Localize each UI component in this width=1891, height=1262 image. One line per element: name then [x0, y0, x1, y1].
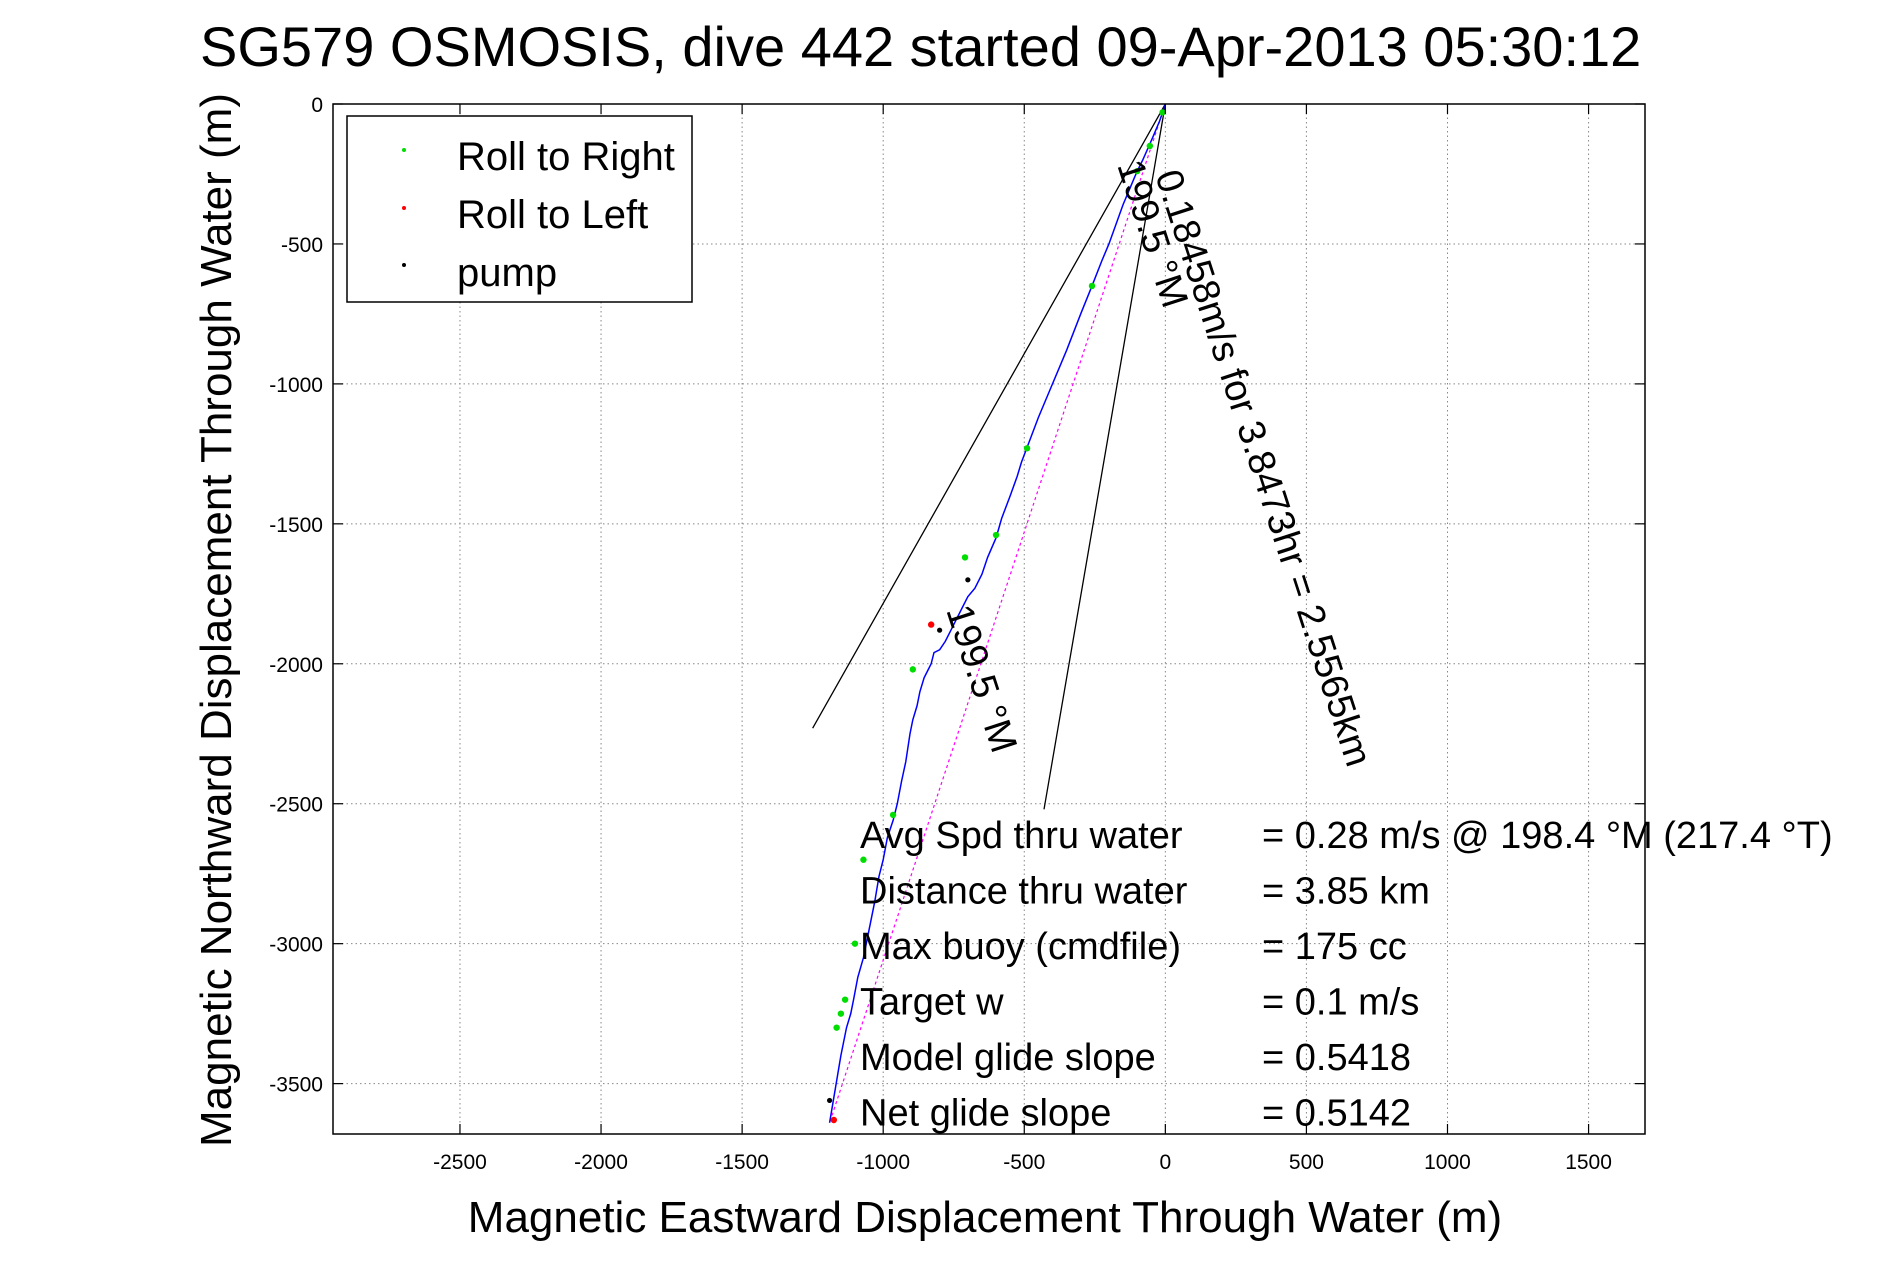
- x-tick-label: 500: [1289, 1151, 1324, 1174]
- y-axis-label-group: Magnetic Northward Displacement Through …: [192, 93, 241, 1147]
- legend-marker-roll-left: [402, 206, 406, 210]
- y-tick-label: -3500: [269, 1074, 323, 1097]
- legend: Roll to Right Roll to Left pump: [346, 115, 693, 303]
- x-tick-label: 0: [1160, 1151, 1172, 1174]
- y-axis-label: Magnetic Northward Displacement Through …: [192, 93, 241, 1147]
- stat-value: = 0.5142: [1262, 1093, 1411, 1135]
- dive-stats: Avg Spd thru water = 0.28 m/s @ 198.4 °M …: [860, 815, 1833, 1135]
- roll-left-point: [927, 621, 935, 628]
- x-tick-label: -2000: [574, 1151, 628, 1174]
- stat-label: Avg Spd thru water: [860, 815, 1183, 857]
- roll-right-point: [909, 666, 917, 673]
- roll-right-point: [889, 811, 897, 819]
- stat-value: = 0.1 m/s: [1262, 982, 1419, 1024]
- marker-layer: [826, 109, 1166, 1124]
- y-tick-label: -500: [281, 234, 323, 257]
- y-tick-label: -3000: [269, 934, 323, 957]
- roll-left-point: [830, 1116, 838, 1124]
- y-tick-label: -2000: [269, 654, 323, 677]
- roll-right-point: [833, 1024, 840, 1031]
- roll-right-point: [961, 554, 969, 561]
- roll-right-point: [837, 1010, 845, 1017]
- stat-value: = 175 cc: [1262, 926, 1407, 968]
- stat-value: = 3.85 km: [1262, 871, 1430, 913]
- y-tick-label: -1000: [269, 374, 323, 397]
- y-tick-label: 0: [311, 94, 323, 117]
- track-line: [828, 103, 1167, 1123]
- pump-point: [937, 627, 943, 633]
- x-tick-label: -1500: [715, 1151, 769, 1174]
- roll-right-point: [1146, 142, 1154, 150]
- chart-title: SG579 OSMOSIS, dive 442 started 09-Apr-2…: [200, 15, 1641, 78]
- pump-point: [826, 1097, 833, 1104]
- roll-right-point: [992, 531, 1000, 539]
- x-tick-label: 1000: [1424, 1151, 1471, 1174]
- stat-label: Net glide slope: [860, 1093, 1111, 1135]
- roll-right-point: [851, 940, 859, 947]
- roll-right-point: [1088, 282, 1096, 290]
- legend-marker-roll-right: [402, 148, 406, 152]
- legend-item-roll-left: Roll to Left: [457, 193, 648, 237]
- heading-annotation-mid-text: 199.5 °M: [937, 600, 1024, 758]
- legend-item-roll-right: Roll to Right: [457, 135, 675, 179]
- axis-ticks: -2500 -2000 -1500 -1000 -500 0 500 1000 1500 0 -50…: [269, 94, 1645, 1174]
- heading-line: [829, 103, 1166, 1123]
- heading-annotation-mid: 199.5 °M: [937, 600, 1024, 758]
- y-tick-label: -1500: [269, 514, 323, 537]
- stat-label: Target w: [860, 982, 1004, 1024]
- series-layer: [828, 103, 1167, 1123]
- roll-right-point: [1133, 167, 1141, 175]
- x-tick-label: -2500: [433, 1151, 487, 1174]
- stat-label: Model glide slope: [860, 1037, 1156, 1079]
- roll-right-point: [1023, 445, 1031, 452]
- x-axis-label: Magnetic Eastward Displacement Through W…: [468, 1193, 1502, 1242]
- x-tick-label: -500: [1003, 1151, 1045, 1174]
- stat-label: Max buoy (cmdfile): [860, 926, 1181, 968]
- y-tick-label: -2500: [269, 794, 323, 817]
- stat-value: = 0.28 m/s @ 198.4 °M (217.4 °T): [1262, 815, 1833, 857]
- roll-right-point: [1159, 109, 1166, 116]
- plot-area-frame: [332, 103, 1646, 1135]
- roll-right-point: [841, 996, 849, 1003]
- roll-right-point: [860, 856, 867, 863]
- pump-point: [965, 577, 971, 583]
- legend-item-pump: pump: [457, 251, 557, 295]
- x-tick-label: -1000: [856, 1151, 910, 1174]
- legend-marker-pump: [402, 263, 406, 267]
- stat-value: = 0.5418: [1262, 1037, 1411, 1079]
- stat-label: Distance thru water: [860, 871, 1188, 913]
- x-tick-label: 1500: [1565, 1151, 1612, 1174]
